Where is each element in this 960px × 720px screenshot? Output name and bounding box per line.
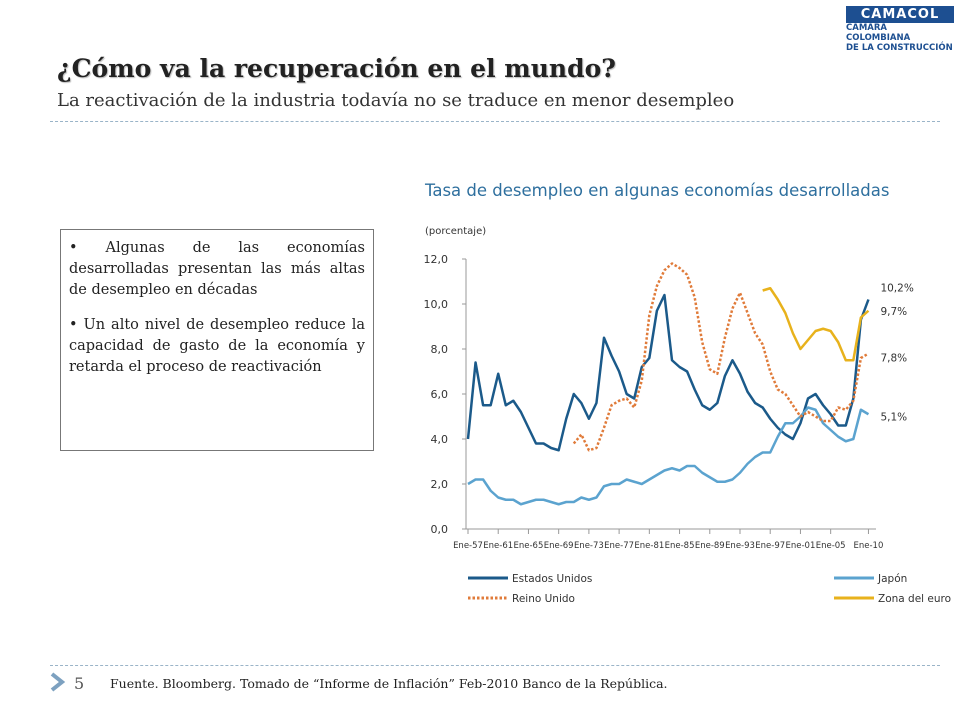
logo-text: CAMACOL <box>846 6 954 23</box>
bullet-text: Algunas de las economías desarrolladas p… <box>69 240 365 298</box>
bullet: • Un alto nivel de desempleo reduce la c… <box>69 317 365 375</box>
x-tick-label: Ene-73 <box>574 541 604 551</box>
bullet-text: Un alto nivel de desempleo reduce la cap… <box>69 317 365 375</box>
divider <box>50 121 940 122</box>
legend-label: Zona del euro <box>878 593 951 605</box>
x-tick-label: Ene-57 <box>453 541 483 551</box>
annotation: 10,2% <box>880 283 913 295</box>
slide-subtitle: La reactivación de la industria todavía … <box>57 90 735 111</box>
x-tick-label: Ene-93 <box>725 541 755 551</box>
x-tick-label: Ene-65 <box>514 541 544 551</box>
x-tick-label: Ene-10 <box>854 541 884 551</box>
y-tick-label: 12,0 <box>424 253 449 266</box>
page-number: 5 <box>74 674 85 693</box>
x-tick-label: Ene-01 <box>786 541 816 551</box>
chart-title: Tasa de desempleo en algunas economías d… <box>424 181 889 200</box>
logo-text: DE LA CONSTRUCCIÓN <box>846 43 953 53</box>
annotation: 5,1% <box>880 411 907 423</box>
y-tick-label: 6,0 <box>431 388 449 401</box>
y-axis-label: (porcentaje) <box>425 226 486 237</box>
chart: Tasa de desempleo en algunas economías d… <box>424 181 952 605</box>
legend-label: Japón <box>877 573 907 585</box>
y-tick-label: 2,0 <box>431 478 449 491</box>
x-tick-label: Ene-77 <box>604 541 634 551</box>
y-tick-label: 4,0 <box>431 433 449 446</box>
y-tick-label: 0,0 <box>431 523 449 536</box>
logo-text: CÁMARA COLOMBIANA <box>846 23 911 43</box>
footer-arrow <box>50 672 66 692</box>
legend-label: Reino Unido <box>512 593 575 605</box>
series-line <box>572 262 870 452</box>
x-tick-label: Ene-69 <box>544 541 574 551</box>
divider <box>50 665 940 666</box>
slide-title: ¿Cómo va la recuperación en el mundo? <box>57 54 616 83</box>
x-tick-label: Ene-81 <box>634 541 664 551</box>
x-tick-label: Ene-89 <box>695 541 725 551</box>
legend-label: Estados Unidos <box>512 573 592 585</box>
source: Fuente. Bloomberg. Tomado de “Informe de… <box>110 676 668 691</box>
series-line <box>762 287 870 362</box>
series-line <box>466 293 870 452</box>
y-tick-label: 10,0 <box>424 298 449 311</box>
x-tick-label: Ene-05 <box>816 541 846 551</box>
logo: CAMACOL CÁMARA COLOMBIANA DE LA CONSTRUC… <box>846 6 954 53</box>
series-line <box>467 406 870 506</box>
x-tick-label: Ene-97 <box>755 541 785 551</box>
bullet-box: • Algunas de las economías desarrolladas… <box>60 229 374 451</box>
y-tick-label: 8,0 <box>431 343 449 356</box>
annotation: 7,8% <box>880 353 907 365</box>
x-tick-label: Ene-85 <box>665 541 695 551</box>
bullet: • Algunas de las economías desarrolladas… <box>69 240 365 298</box>
annotation: 9,7% <box>880 306 907 318</box>
x-tick-label: Ene-61 <box>483 541 513 551</box>
